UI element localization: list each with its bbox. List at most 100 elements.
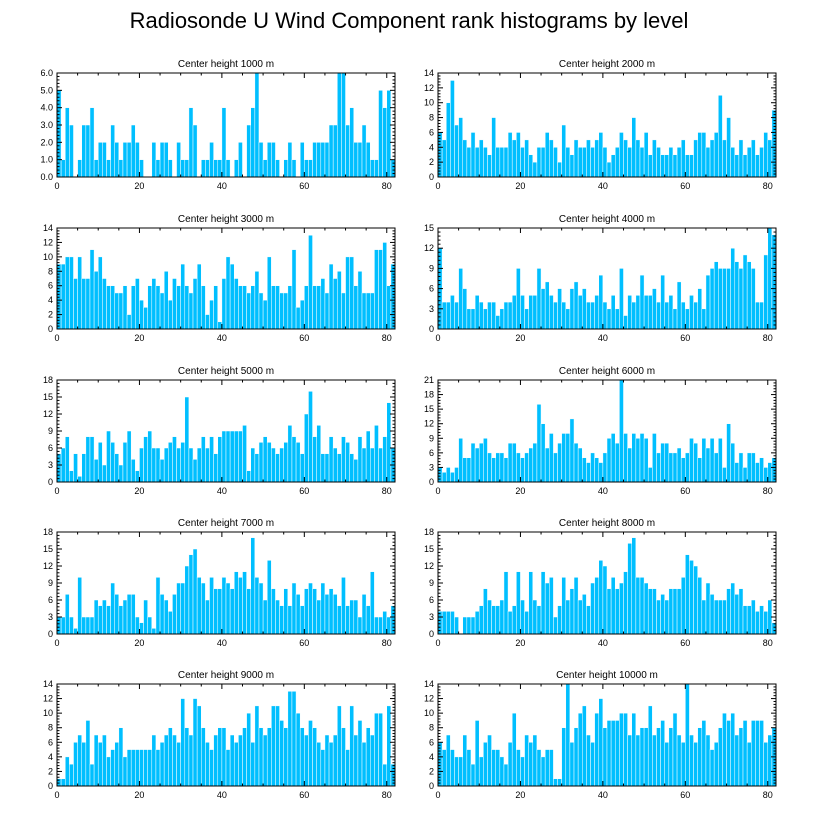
histogram-bar	[238, 285, 243, 330]
histogram-bar	[349, 705, 355, 787]
histogram-bar	[680, 139, 686, 178]
histogram-bar	[705, 274, 711, 330]
histogram-bar	[635, 734, 641, 787]
y-tick-label: 15	[43, 544, 53, 554]
x-tick-label: 20	[134, 790, 144, 800]
histogram-bar	[528, 447, 534, 483]
histogram-bar	[573, 139, 579, 178]
histogram-bar	[734, 594, 740, 635]
histogram-bar	[287, 142, 293, 178]
x-tick-label: 40	[217, 790, 227, 800]
histogram-bar	[159, 742, 165, 787]
histogram-bar	[610, 720, 616, 787]
histogram-bar	[374, 712, 379, 787]
histogram-bar	[660, 720, 665, 787]
histogram-bar	[532, 442, 538, 483]
x-tick-label: 60	[299, 333, 309, 343]
histogram-bar	[685, 683, 690, 787]
histogram-bar	[159, 142, 165, 178]
y-tick-label: 2.0	[40, 137, 53, 147]
histogram-bar	[353, 734, 359, 787]
histogram-bar	[441, 472, 447, 483]
histogram-bar	[229, 734, 235, 787]
histogram-bar	[341, 727, 346, 787]
histogram-bar	[250, 537, 256, 635]
histogram-bar	[697, 577, 703, 635]
histogram-bar	[549, 295, 554, 330]
y-tick-label: 14	[43, 223, 53, 233]
histogram-bar	[188, 447, 194, 483]
histogram-bar	[163, 599, 169, 635]
x-tick-label: 0	[435, 333, 440, 343]
histogram-bar	[647, 295, 653, 330]
y-tick-label: 3.0	[40, 120, 53, 130]
histogram-bar	[266, 727, 272, 787]
histogram-bar	[81, 124, 87, 178]
histogram-bar	[64, 756, 70, 787]
histogram-bar	[365, 727, 371, 787]
histogram-bar	[328, 124, 334, 178]
x-tick-label: 80	[763, 790, 773, 800]
histogram-bar	[685, 554, 690, 635]
histogram-bar	[594, 139, 600, 178]
histogram-bar	[491, 117, 496, 178]
histogram-bar	[767, 139, 773, 178]
histogram-bar	[689, 734, 694, 787]
y-tick-label: 0	[429, 629, 434, 639]
histogram-bar	[378, 249, 383, 330]
histogram-bar	[676, 147, 682, 178]
histogram-bar	[122, 285, 128, 330]
histogram-bar	[205, 599, 210, 635]
histogram-bar	[209, 436, 214, 483]
histogram-bar	[130, 594, 136, 635]
histogram-bar	[192, 459, 198, 483]
histogram-bar	[763, 611, 769, 635]
plot-frame	[437, 227, 777, 330]
histogram-bar	[672, 154, 678, 178]
panel-title: Center height 2000 m	[559, 59, 655, 70]
histogram-bar	[118, 605, 124, 635]
histogram-bar	[89, 436, 95, 483]
histogram-bar	[155, 159, 161, 178]
histogram-panel-5: Center height 5000 m 0 20 40 60 80 0 3 6 9 12 15 18	[43, 366, 396, 496]
histogram-bar	[192, 124, 198, 178]
histogram-bar	[565, 147, 571, 178]
histogram-bar	[730, 442, 736, 483]
x-tick-label: 80	[382, 333, 392, 343]
x-tick-label: 0	[435, 790, 440, 800]
histogram-bar	[97, 442, 103, 483]
histogram-bar	[56, 616, 62, 635]
histogram-bar	[279, 292, 284, 330]
histogram-bar	[569, 418, 575, 483]
histogram-bar	[590, 147, 595, 178]
x-tick-label: 40	[217, 638, 227, 648]
histogram-bar	[734, 261, 740, 330]
histogram-bar	[308, 234, 313, 330]
histogram-bar	[283, 588, 289, 635]
histogram-bar	[697, 727, 703, 787]
histogram-bar	[77, 159, 82, 178]
x-tick-label: 0	[54, 638, 59, 648]
histogram-bar	[378, 447, 383, 483]
histogram-bar	[693, 442, 698, 483]
x-tick-label: 80	[382, 486, 392, 496]
histogram-bar	[316, 599, 322, 635]
histogram-bar	[487, 452, 492, 483]
histogram-bar	[250, 447, 256, 483]
histogram-bar	[295, 307, 301, 330]
histogram-bar	[466, 616, 472, 635]
histogram-bar	[246, 124, 251, 178]
histogram-bar	[722, 467, 727, 483]
histogram-bar	[287, 691, 293, 787]
histogram-bar	[349, 107, 355, 178]
histogram-bar	[299, 605, 305, 635]
histogram-bar	[693, 742, 698, 787]
histogram-bar	[734, 734, 740, 787]
histogram-bar	[664, 599, 670, 635]
histogram-bar	[275, 599, 280, 635]
histogram-bar	[713, 132, 719, 178]
histogram-bar	[557, 161, 562, 178]
histogram-bar	[701, 438, 707, 483]
histogram-bar	[168, 299, 173, 330]
histogram-bar	[151, 278, 157, 330]
